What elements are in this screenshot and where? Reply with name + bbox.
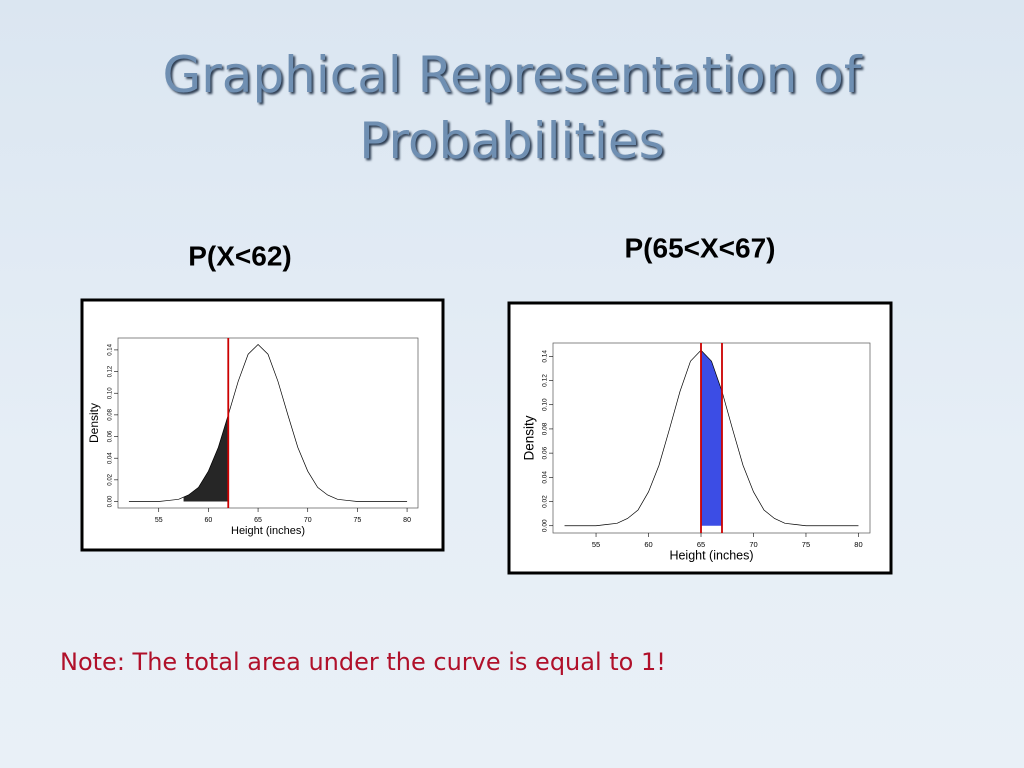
- chart-frame: [80, 298, 445, 552]
- y-tick-label: 0.00: [542, 519, 549, 532]
- y-tick-label: 0.10: [542, 398, 549, 411]
- x-tick-label: 75: [802, 540, 810, 549]
- x-tick-label: 55: [155, 517, 163, 524]
- x-tick-label: 70: [749, 540, 757, 549]
- chart-frame: [507, 301, 893, 575]
- chart-title: P(65<X<67): [625, 232, 776, 263]
- note: Note: The total area under the curve is …: [60, 648, 666, 676]
- x-tick-label: 60: [204, 517, 212, 524]
- x-tick-label: 80: [403, 517, 411, 524]
- x-tick-label: 55: [592, 540, 600, 549]
- y-axis-label: Density: [522, 415, 537, 460]
- shaded-area: [701, 350, 722, 526]
- density-curve: [564, 349, 859, 527]
- y-tick-label: 0.08: [542, 422, 549, 435]
- y-tick-label: 0.12: [542, 374, 549, 387]
- y-tick-label: 0.14: [108, 343, 114, 355]
- shaded-area: [183, 414, 229, 502]
- x-tick-label: 60: [644, 540, 652, 549]
- x-tick-label: 65: [697, 540, 705, 549]
- y-tick-label: 0.04: [108, 452, 114, 464]
- x-tick-label: 75: [354, 517, 362, 524]
- x-tick-label: 65: [254, 517, 262, 524]
- slide-title: Graphical Representation of Probabilitie…: [162, 46, 862, 170]
- x-tick-label: 70: [304, 517, 312, 524]
- y-tick-label: 0.06: [108, 430, 114, 442]
- y-tick-label: 0.06: [542, 446, 549, 459]
- y-tick-label: 0.12: [108, 365, 114, 377]
- plot-box: [117, 337, 419, 509]
- chart-title: P(X<62): [188, 240, 292, 271]
- y-tick-label: 0.14: [542, 350, 549, 363]
- y-tick-label: 0.10: [108, 387, 114, 399]
- y-axis-label: Density: [87, 403, 101, 443]
- y-tick-label: 0.00: [108, 495, 114, 507]
- y-tick-label: 0.08: [108, 408, 114, 420]
- density-curve: [128, 344, 408, 502]
- x-tick-label: 80: [854, 540, 862, 549]
- y-tick-label: 0.02: [108, 473, 114, 485]
- plot-box: [552, 342, 871, 534]
- y-tick-label: 0.02: [542, 495, 549, 508]
- x-axis-label: Height (inches): [669, 548, 753, 562]
- y-tick-label: 0.04: [542, 471, 549, 484]
- x-axis-label: Height (inches): [231, 525, 305, 537]
